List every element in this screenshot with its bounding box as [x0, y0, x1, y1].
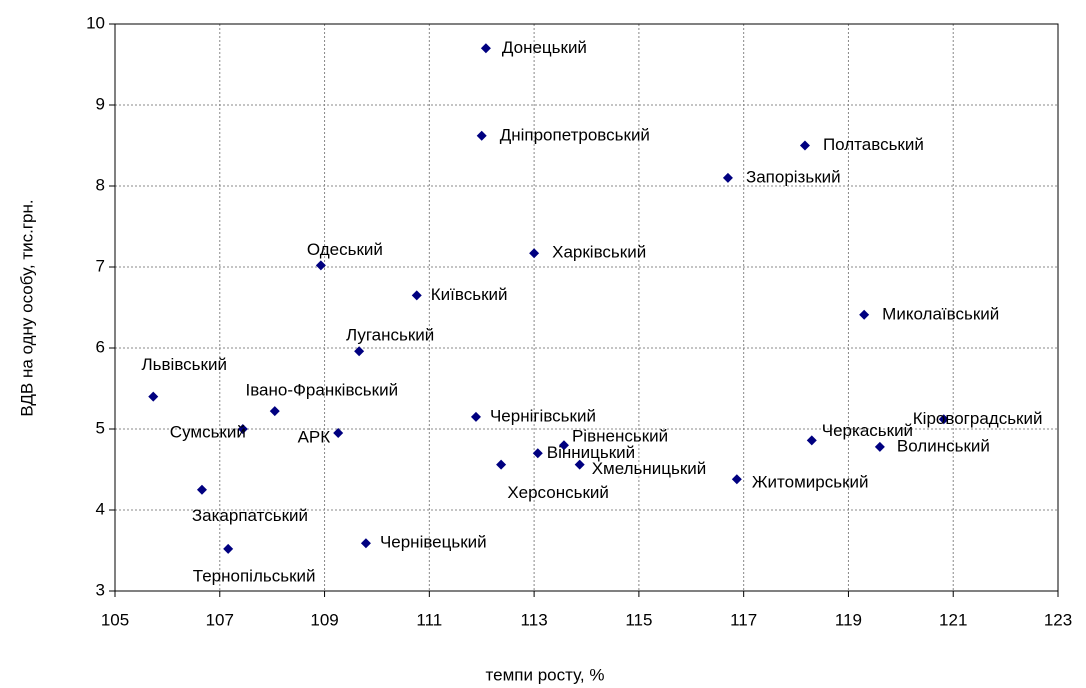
y-tick-label: 8	[96, 175, 105, 194]
point	[938, 414, 949, 425]
point	[731, 474, 742, 485]
point-label: Волинський	[897, 436, 990, 455]
point-label: Рівненський	[572, 427, 668, 446]
point-label: Львівський	[142, 355, 227, 374]
point	[411, 290, 422, 301]
point-label: Запорізький	[746, 167, 841, 186]
point	[806, 435, 817, 446]
point	[532, 448, 543, 459]
point-label: Чернівецький	[380, 533, 487, 552]
y-tick-label: 7	[96, 256, 105, 275]
x-tick-label: 115	[625, 610, 652, 629]
point	[470, 411, 481, 422]
point	[496, 459, 507, 470]
point-label: Хмельницький	[592, 459, 707, 478]
point	[223, 543, 234, 554]
point-label: Житомирський	[752, 473, 869, 492]
plot-border	[114, 23, 1059, 592]
x-tick-label: 109	[310, 610, 338, 629]
point	[574, 459, 585, 470]
point-label: Миколаївський	[882, 304, 999, 323]
point-label: Кіровоградський	[913, 409, 1043, 428]
point	[859, 309, 870, 320]
y-tick-label: 4	[96, 499, 105, 518]
point	[269, 406, 280, 417]
point-label: Черкаський	[822, 421, 913, 440]
x-tick-label: 119	[835, 610, 862, 629]
x-axis-title: темпи росту, %	[486, 665, 605, 684]
point	[799, 140, 810, 151]
y-tick-label: 6	[96, 337, 105, 356]
point	[354, 346, 365, 357]
point-label: Харківський	[552, 243, 646, 262]
point	[237, 424, 248, 434]
x-tick-label: 121	[939, 610, 967, 629]
point	[148, 391, 159, 402]
point-label: Херсонський	[507, 483, 609, 502]
y-tick-label: 5	[96, 418, 105, 437]
x-tick-label: 111	[416, 610, 442, 629]
y-axis-title: ВДВ на одну особу, тис.грн.	[17, 199, 36, 416]
point-label: Дніпропетровський	[500, 125, 650, 144]
x-tick-label: 107	[206, 610, 234, 629]
point-label: Івано-Франківський	[245, 381, 398, 400]
point-label: Одеський	[307, 240, 383, 259]
point-label: Донецький	[502, 38, 587, 57]
point-label: Полтавський	[823, 135, 924, 154]
point	[874, 441, 885, 452]
x-tick-label: 117	[730, 610, 757, 629]
point-label: Вінницький	[547, 443, 635, 462]
point-label: АРК	[298, 428, 331, 447]
point	[360, 538, 371, 549]
point-label: Сумський	[170, 422, 246, 441]
x-tick-label: 123	[1044, 610, 1072, 629]
x-tick-label: 105	[101, 610, 129, 629]
point	[722, 172, 733, 183]
point	[333, 428, 344, 439]
point-label: Київський	[431, 285, 508, 304]
point-label: Тернопільський	[193, 566, 316, 585]
point	[529, 248, 540, 259]
point-label: Закарпатський	[192, 506, 308, 525]
point	[476, 130, 487, 141]
point	[196, 484, 207, 495]
point	[558, 440, 569, 451]
x-tick-label: 113	[521, 610, 548, 629]
y-tick-label: 10	[86, 13, 105, 32]
plot-area	[114, 23, 1059, 592]
point-label: Чернігівський	[490, 406, 596, 425]
point	[315, 260, 326, 271]
point-label: Луганський	[346, 326, 434, 345]
y-tick-label: 3	[96, 580, 105, 599]
y-tick-label: 9	[96, 94, 105, 113]
point	[480, 43, 491, 54]
